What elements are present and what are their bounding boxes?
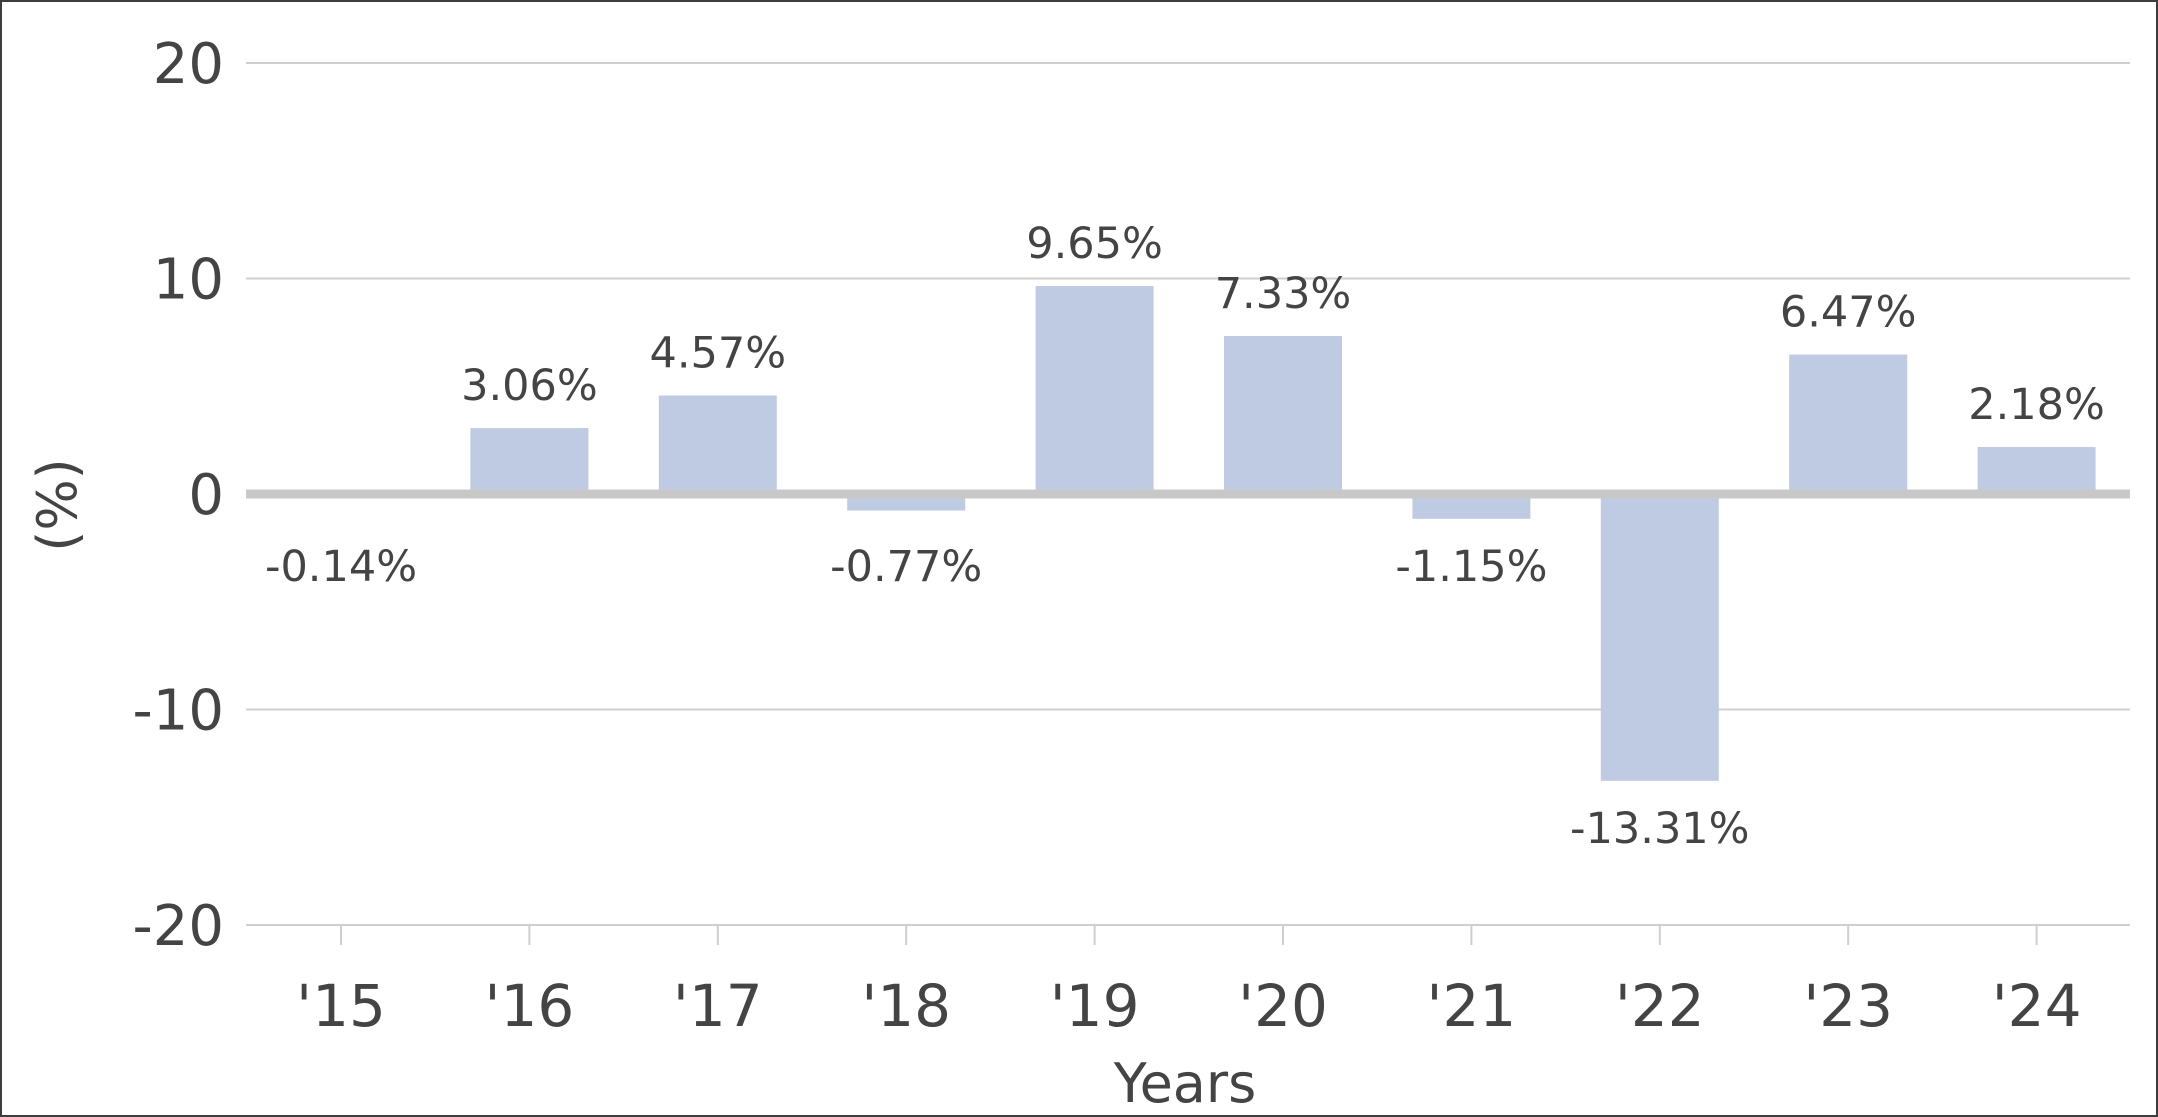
- data-label: 4.57%: [649, 329, 786, 379]
- x-tick-label: '16: [485, 972, 575, 1040]
- bar: [1977, 447, 2096, 494]
- data-label: -0.14%: [265, 542, 417, 592]
- data-label: -0.77%: [830, 542, 982, 592]
- bar: [470, 428, 589, 494]
- y-tick-label: 0: [188, 463, 224, 528]
- x-tick-label: '22: [1615, 972, 1705, 1040]
- data-label: -13.31%: [1570, 804, 1749, 854]
- y-tick-label: -10: [133, 679, 224, 744]
- data-label: 9.65%: [1026, 219, 1163, 269]
- x-tick-label: '21: [1427, 972, 1517, 1040]
- x-tick-label: '20: [1238, 972, 1328, 1040]
- bar: [658, 395, 777, 494]
- data-label: 7.33%: [1215, 269, 1352, 319]
- x-tick-label: '17: [673, 972, 763, 1040]
- bar: [1600, 494, 1719, 781]
- x-axis-ticks: [340, 925, 2038, 945]
- labels: 20 10 0 -10 -20 '15 '16 '17 '18 '19 '20 '21 '22 '23 '2…: [133, 32, 2105, 1040]
- data-label: 2.18%: [1968, 380, 2105, 430]
- x-axis-title: Years: [1113, 1052, 1256, 1115]
- y-tick-label: -20: [133, 894, 224, 959]
- x-tick-label: '18: [861, 972, 951, 1040]
- data-label: -1.15%: [1395, 542, 1547, 592]
- y-axis-title: (%): [26, 458, 89, 551]
- bar: [1035, 286, 1154, 494]
- bar: [1789, 354, 1908, 494]
- y-tick-label: 10: [153, 248, 224, 313]
- x-tick-label: '23: [1803, 972, 1893, 1040]
- gridlines: [246, 62, 2130, 926]
- x-tick-label: '19: [1050, 972, 1140, 1040]
- x-tick-label: '24: [1992, 972, 2082, 1040]
- x-tick-label: '15: [296, 972, 386, 1040]
- bar: [1224, 336, 1342, 494]
- data-label: 3.06%: [461, 361, 598, 411]
- data-label: 6.47%: [1780, 288, 1917, 338]
- y-tick-label: 20: [153, 32, 224, 97]
